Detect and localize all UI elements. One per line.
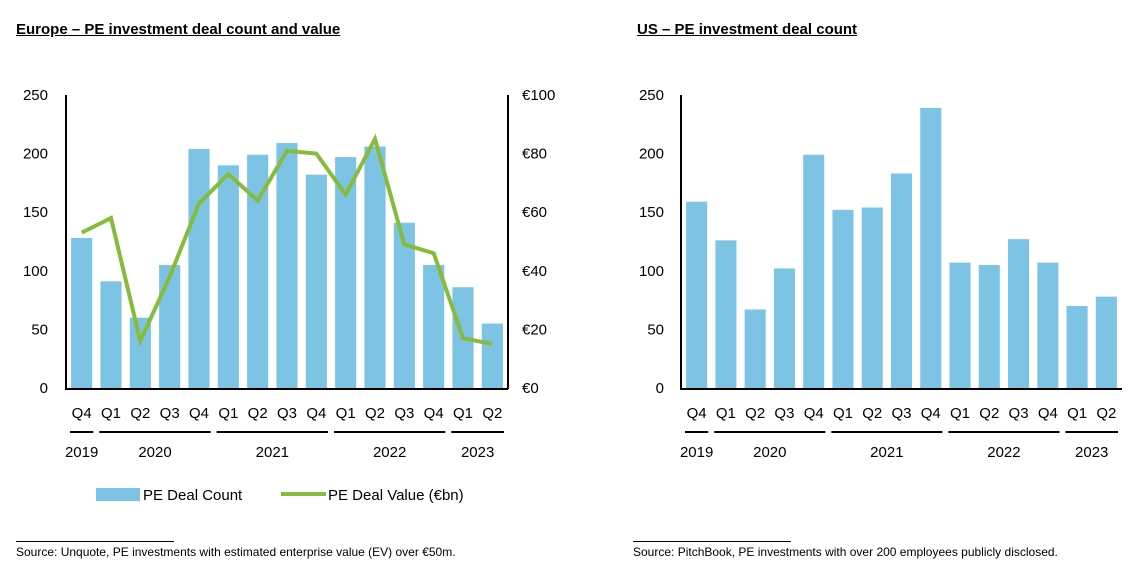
- us-left-tick-label: 100: [639, 263, 664, 280]
- europe-bar: [393, 222, 415, 388]
- europe-category-label: Q2: [130, 405, 150, 422]
- europe-right-tick-label: €40: [522, 263, 547, 280]
- us-category-label: Q1: [716, 405, 736, 422]
- us-source-note: Source: PitchBook, PE investments with o…: [633, 545, 1058, 559]
- us-bar: [686, 201, 708, 388]
- us-bar: [1037, 262, 1059, 388]
- us-category-label: Q4: [1038, 405, 1058, 422]
- europe-category-label: Q4: [72, 405, 92, 422]
- europe-category-label: Q1: [336, 405, 356, 422]
- europe-bar: [481, 323, 503, 388]
- us-bar: [949, 262, 971, 388]
- europe-category-label: Q1: [101, 405, 121, 422]
- europe-source-note: Source: Unquote, PE investments with est…: [16, 545, 456, 559]
- europe-category-label: Q3: [394, 405, 414, 422]
- us-year-label: 2022: [987, 444, 1020, 461]
- us-left-tick-label: 0: [656, 380, 664, 397]
- legend-deal-value-label: PE Deal Value (€bn): [328, 487, 464, 504]
- europe-category-label: Q4: [306, 405, 326, 422]
- us-bar: [1008, 239, 1030, 388]
- us-bar: [1066, 305, 1088, 388]
- us-left-tick-label: 150: [639, 204, 664, 221]
- europe-right-tick-label: €0: [522, 380, 539, 397]
- europe-category-label: Q2: [365, 405, 385, 422]
- us-year-label: 2023: [1075, 444, 1108, 461]
- us-chart-title: US – PE investment deal count: [637, 21, 858, 38]
- us-source-rule: [633, 541, 791, 542]
- us-category-label: Q2: [1096, 405, 1116, 422]
- us-category-label: Q2: [979, 405, 999, 422]
- us-category-label: Q1: [833, 405, 853, 422]
- europe-bar: [335, 157, 357, 388]
- europe-bar: [129, 317, 151, 388]
- europe-year-label: 2019: [65, 444, 98, 461]
- europe-category-label: Q1: [218, 405, 238, 422]
- us-bar: [715, 240, 737, 388]
- europe-bar: [71, 237, 93, 388]
- europe-category-label: Q2: [248, 405, 268, 422]
- europe-category-label: Q2: [482, 405, 502, 422]
- europe-category-label: Q1: [453, 405, 473, 422]
- europe-year-label: 2022: [373, 444, 406, 461]
- us-bar: [861, 207, 883, 388]
- europe-year-label: 2021: [256, 444, 289, 461]
- europe-bar: [247, 154, 269, 388]
- europe-right-tick-label: €80: [522, 146, 547, 163]
- us-category-label: Q3: [891, 405, 911, 422]
- europe-source-rule: [16, 541, 174, 542]
- us-category-label: Q2: [745, 405, 765, 422]
- europe-left-tick-label: 50: [31, 321, 48, 338]
- europe-left-tick-label: 250: [23, 87, 48, 104]
- us-bar: [920, 107, 942, 388]
- europe-category-label: Q4: [189, 405, 209, 422]
- us-bar: [803, 154, 825, 388]
- us-bar: [773, 268, 795, 388]
- europe-right-tick-label: €60: [522, 204, 547, 221]
- us-category-label: Q3: [774, 405, 794, 422]
- europe-year-label: 2020: [138, 444, 171, 461]
- legend-deal-count-swatch: [96, 488, 140, 501]
- us-year-label: 2021: [870, 444, 903, 461]
- europe-right-tick-label: €100: [522, 87, 555, 104]
- europe-chart-title: Europe – PE investment deal count and va…: [16, 21, 341, 38]
- us-category-label: Q3: [1009, 405, 1029, 422]
- us-bar: [890, 173, 913, 388]
- europe-category-label: Q4: [424, 405, 444, 422]
- us-bar: [832, 209, 854, 388]
- us-category-label: Q4: [804, 405, 824, 422]
- us-left-tick-label: 200: [639, 146, 664, 163]
- us-left-tick-label: 50: [647, 321, 664, 338]
- europe-left-tick-label: 100: [23, 263, 48, 280]
- europe-left-tick-label: 0: [40, 380, 48, 397]
- us-year-label: 2020: [753, 444, 786, 461]
- us-bar: [1095, 296, 1117, 388]
- europe-bar: [423, 264, 445, 388]
- legend-deal-count-label: PE Deal Count: [143, 487, 243, 504]
- europe-left-tick-label: 150: [23, 204, 48, 221]
- europe-bar: [364, 146, 386, 388]
- europe-category-label: Q3: [277, 405, 297, 422]
- europe-bar: [188, 148, 210, 388]
- europe-value-line: [80, 133, 493, 348]
- us-category-label: Q1: [1067, 405, 1087, 422]
- europe-bar: [305, 174, 327, 388]
- us-year-label: 2019: [680, 444, 713, 461]
- us-category-label: Q4: [921, 405, 941, 422]
- us-category-label: Q4: [687, 405, 707, 422]
- us-category-label: Q2: [862, 405, 882, 422]
- europe-left-tick-label: 200: [23, 146, 48, 163]
- us-left-tick-label: 250: [639, 87, 664, 104]
- us-category-label: Q1: [950, 405, 970, 422]
- europe-category-label: Q3: [160, 405, 180, 422]
- europe-bar: [276, 143, 298, 388]
- us-bar: [978, 264, 1000, 388]
- europe-right-tick-label: €20: [522, 321, 547, 338]
- europe-bar: [217, 165, 239, 388]
- europe-year-label: 2023: [461, 444, 494, 461]
- europe-bar: [159, 264, 181, 388]
- europe-bar: [100, 281, 122, 388]
- us-bar: [744, 309, 766, 388]
